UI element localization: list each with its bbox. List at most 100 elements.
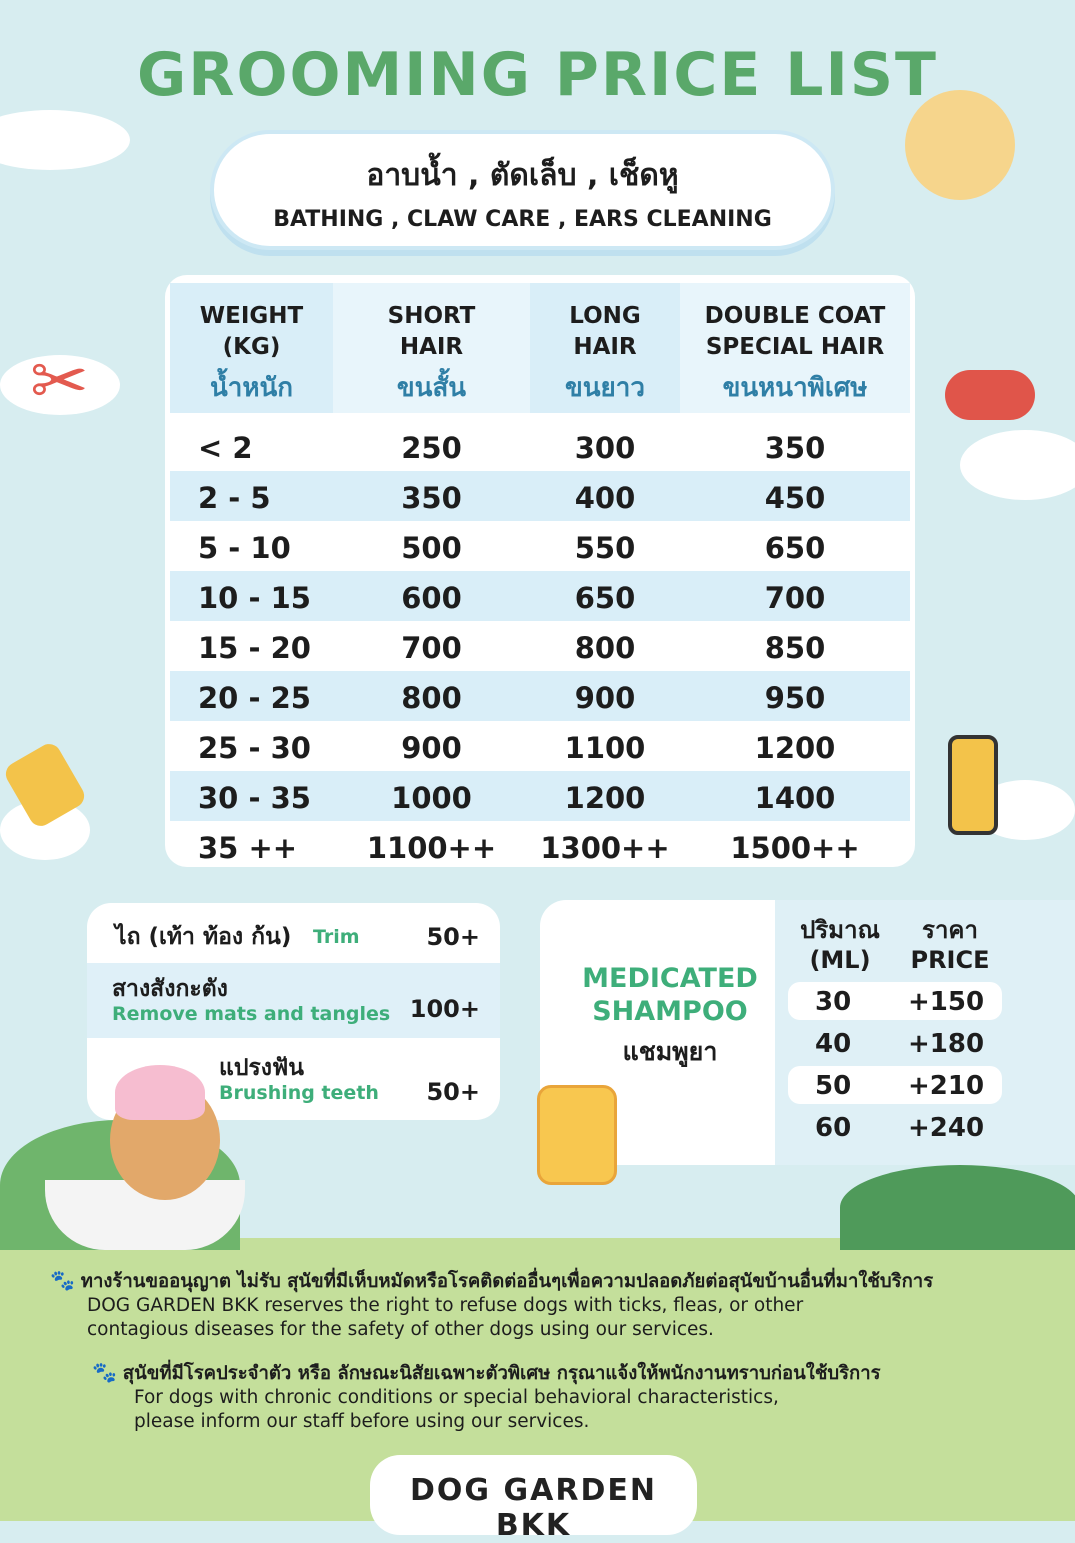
service-english: BATHING , CLAW CARE , EARS CLEANING bbox=[273, 207, 772, 232]
extra-price: 50+ bbox=[426, 923, 480, 951]
page-title: GROOMING PRICE LIST bbox=[137, 40, 938, 110]
price-cell: 600 bbox=[333, 571, 530, 621]
extra-brushing-teeth: แปรงฟัน Brushing teeth 50+ bbox=[87, 1038, 500, 1120]
table-row: 5 - 10 500 550 650 bbox=[170, 521, 910, 571]
weight-cell: < 2 bbox=[198, 431, 253, 465]
shampoo-volume: 40 bbox=[815, 1029, 852, 1059]
price-cell: 850 bbox=[764, 631, 826, 665]
column-header: DOUBLE COAT SPECIAL HAIR ขนหนาพิเศษ bbox=[680, 283, 910, 413]
price-cell: 950 bbox=[680, 671, 910, 721]
table-row: < 2 250 300 350 bbox=[170, 421, 910, 471]
weight-cell: 10 - 15 bbox=[170, 571, 333, 621]
shampoo-row: 30 +150 bbox=[788, 982, 1002, 1020]
table-row: 20 - 25 800 900 950 bbox=[170, 671, 910, 721]
cloud-decoration bbox=[0, 110, 130, 170]
paw-icon: 🐾 bbox=[92, 1360, 117, 1384]
column-header: LONG HAIR ขนยาว bbox=[530, 283, 680, 413]
price-cell: 400 bbox=[530, 471, 680, 521]
price-cell: 1000 bbox=[333, 771, 530, 821]
shampoo-price: +240 bbox=[908, 1113, 985, 1143]
price-cell: 650 bbox=[764, 531, 826, 565]
price-cell: 1300++ bbox=[540, 831, 670, 865]
shampoo-price: +210 bbox=[908, 1071, 985, 1101]
extra-trim: ไถ (เท้า ท้อง ก้น) Trim 50+ bbox=[87, 903, 500, 963]
column-header: WEIGHT (KG) น้ำหนัก bbox=[170, 283, 333, 413]
weight-cell: 20 - 25 bbox=[170, 671, 333, 721]
weight-cell: 5 - 10 bbox=[198, 531, 291, 565]
table-row: 30 - 35 1000 1200 1400 bbox=[170, 771, 910, 821]
shampoo-volume: 60 bbox=[815, 1113, 852, 1143]
price-cell: 500 bbox=[401, 531, 462, 565]
shampoo-row: 50 +210 bbox=[788, 1066, 1002, 1104]
header-english: SHORT HAIR bbox=[387, 303, 476, 360]
price-cell: 250 bbox=[401, 431, 462, 465]
shampoo-col-volume: ปริมาณ (ML) bbox=[790, 915, 890, 975]
price-cell: 900 bbox=[530, 671, 680, 721]
extra-thai: ไถ (เท้า ท้อง ก้น) bbox=[115, 924, 292, 950]
column-header: SHORT HAIR ขนสั้น bbox=[333, 283, 530, 413]
price-cell: 800 bbox=[574, 631, 636, 665]
col-th: ปริมาณ bbox=[800, 916, 880, 944]
shampoo-row: 40 +180 bbox=[788, 1024, 1002, 1062]
shampoo-title: MEDICATED SHAMPOO bbox=[570, 962, 770, 1028]
price-cell: 450 bbox=[680, 471, 910, 521]
cloud-decoration bbox=[0, 355, 120, 415]
shampoo-title-line: SHAMPOO bbox=[592, 996, 748, 1027]
extra-english: Remove mats and tangles bbox=[112, 1003, 391, 1025]
shampoo-col-price: ราคา PRICE bbox=[895, 915, 1005, 975]
weight-cell: 35 ++ bbox=[198, 831, 298, 865]
shampoo-volume: 30 bbox=[815, 987, 852, 1017]
note-english: DOG GARDEN BKK reserves the right to ref… bbox=[87, 1295, 804, 1316]
header-english: WEIGHT (KG) bbox=[199, 303, 304, 360]
note-thai: ทางร้านขออนุญาต ไม่รับ สุนัขที่มีเห็บหมั… bbox=[80, 1271, 934, 1292]
shampoo-price-panel bbox=[775, 900, 1075, 1165]
extra-price: 100+ bbox=[409, 995, 480, 1023]
note-2: 🐾 สุนัขที่มีโรคประจำตัว หรือ ลักษณะนิสัย… bbox=[92, 1360, 1072, 1434]
header-thai: ขนสั้น bbox=[396, 373, 467, 403]
header-thai: ขนยาว bbox=[565, 373, 645, 403]
shiba-dog-illustration bbox=[905, 90, 1015, 200]
scissors-icon: ✂ bbox=[30, 340, 89, 422]
price-cell: 1100 bbox=[564, 731, 646, 765]
table-row: 15 - 20 700 800 850 bbox=[170, 621, 910, 671]
price-table: WEIGHT (KG) น้ำหนัก SHORT HAIR ขนสั้น LONG H… bbox=[165, 275, 915, 867]
header-english: DOUBLE COAT SPECIAL HAIR bbox=[704, 303, 886, 360]
price-cell: 550 bbox=[574, 531, 636, 565]
service-banner: อาบน้ำ , ตัดเล็บ , เช็ดหู BATHING , CLAW… bbox=[210, 130, 835, 250]
price-cell: 900 bbox=[401, 731, 462, 765]
shampoo-volume: 50 bbox=[815, 1071, 852, 1101]
extra-thai: แปรงฟัน bbox=[219, 1055, 305, 1081]
shampoo-bottle-icon bbox=[537, 1085, 617, 1185]
header-thai: น้ำหนัก bbox=[209, 373, 294, 403]
price-cell: 700 bbox=[680, 571, 910, 621]
price-cell: 1200 bbox=[530, 771, 680, 821]
col-th: ราคา bbox=[922, 916, 978, 944]
service-thai: อาบน้ำ , ตัดเล็บ , เช็ดหู bbox=[366, 158, 679, 193]
col-en: PRICE bbox=[910, 946, 990, 974]
note-english: For dogs with chronic conditions or spec… bbox=[134, 1387, 779, 1408]
price-cell: 800 bbox=[333, 671, 530, 721]
note-1: 🐾 ทางร้านขออนุญาต ไม่รับ สุนัขที่มีเห็บห… bbox=[50, 1268, 1070, 1342]
extra-remove-mats: สางสังกะตัง Remove mats and tangles 100+ bbox=[87, 963, 500, 1038]
paw-icon: 🐾 bbox=[50, 1268, 75, 1292]
price-cell: 650 bbox=[530, 571, 680, 621]
price-cell: 1100++ bbox=[366, 831, 497, 865]
table-row: 10 - 15 600 650 700 bbox=[170, 571, 910, 621]
note-english: contagious diseases for the safety of ot… bbox=[87, 1319, 714, 1340]
clipper-icon bbox=[948, 735, 998, 835]
price-cell: 1400 bbox=[680, 771, 910, 821]
brand-logo: DOG GARDEN BKK bbox=[370, 1455, 697, 1543]
weight-cell: 2 - 5 bbox=[170, 471, 333, 521]
extra-thai: สางสังกะตัง bbox=[112, 976, 228, 1002]
price-cell: 300 bbox=[574, 431, 636, 465]
shampoo-price: +150 bbox=[908, 987, 985, 1017]
bush-decoration bbox=[840, 1165, 1075, 1250]
header-thai: ขนหนาพิเศษ bbox=[722, 373, 868, 403]
table-row: 25 - 30 900 1100 1200 bbox=[170, 721, 910, 771]
price-cell: 350 bbox=[333, 471, 530, 521]
table-row: 35 ++ 1100++ 1300++ 1500++ bbox=[170, 821, 910, 871]
extra-english: Brushing teeth bbox=[219, 1082, 379, 1104]
price-cell: 1500++ bbox=[730, 831, 860, 865]
price-cell: 1200 bbox=[754, 731, 836, 765]
price-cell: 700 bbox=[401, 631, 462, 665]
